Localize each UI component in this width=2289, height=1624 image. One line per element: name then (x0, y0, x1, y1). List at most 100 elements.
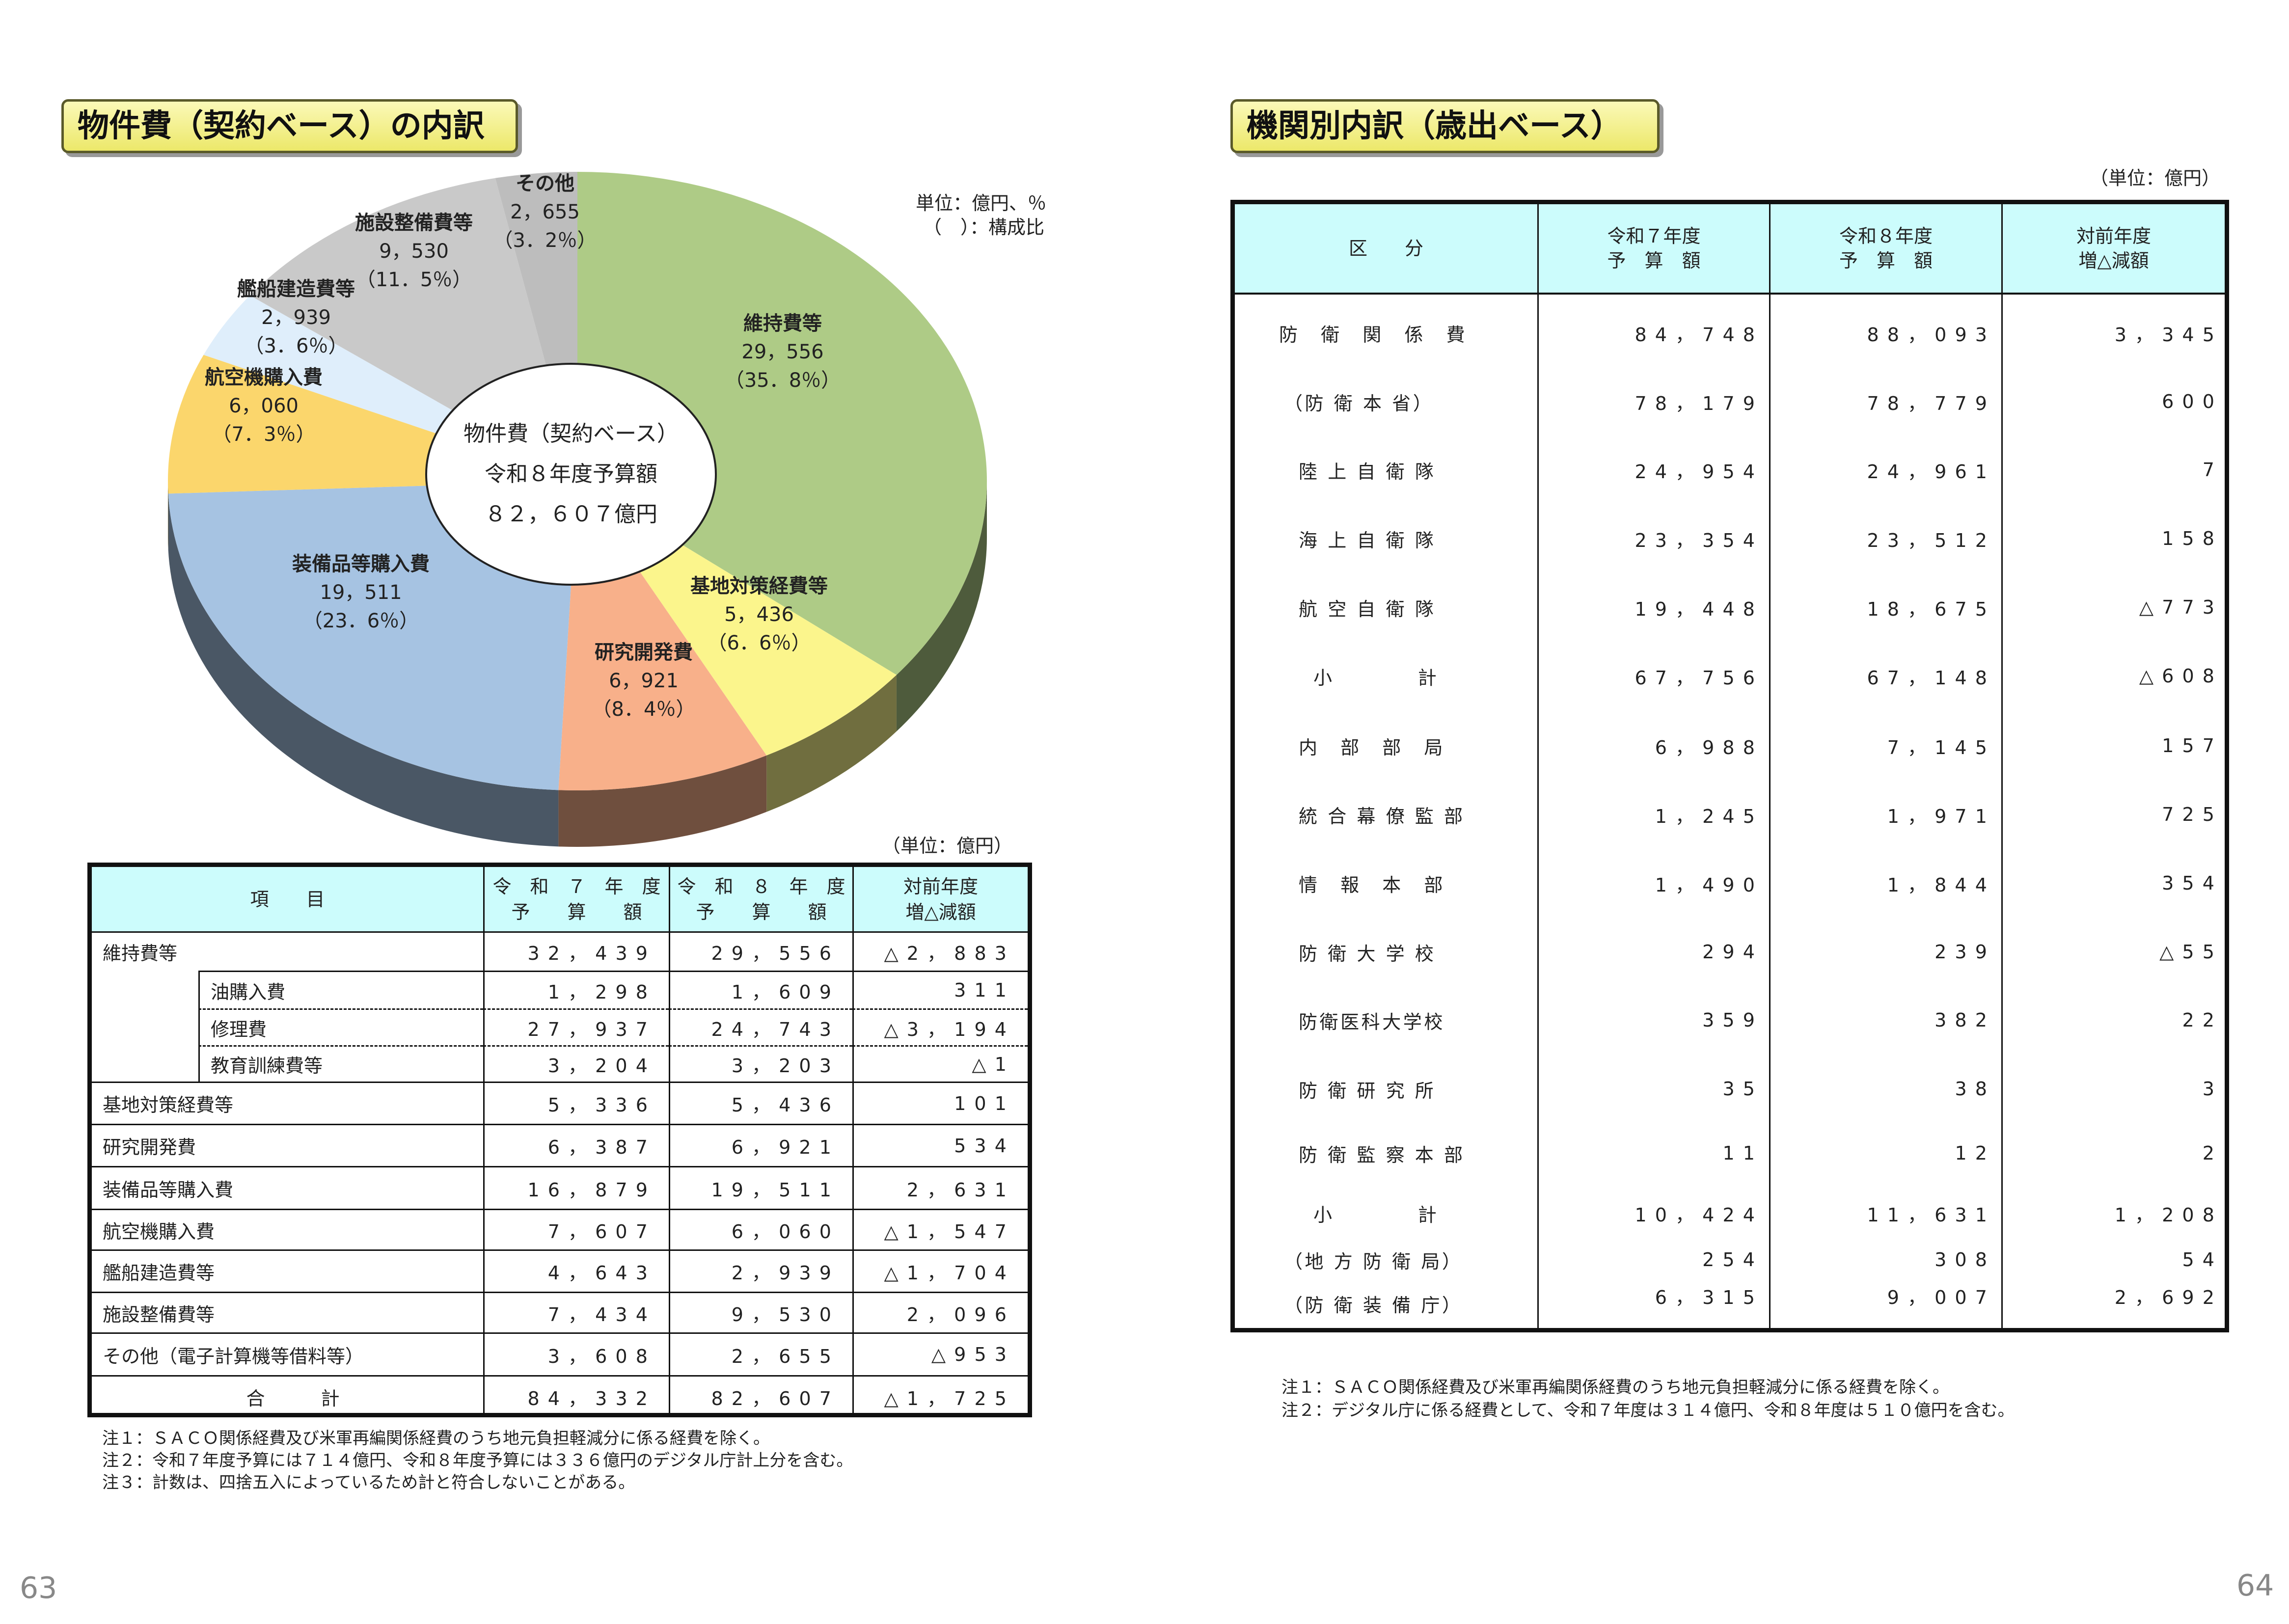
pie-label-value: 2，655 (510, 201, 580, 223)
row-diff: 7 (2202, 459, 2223, 481)
row-v7: 359 (1702, 1009, 1763, 1031)
left-table-unit: （単位：億円） (881, 835, 1012, 857)
right-table-unit: （単位：億円） (2089, 167, 2220, 189)
row-label: その他（電子計算機等借料等） (92, 1332, 483, 1375)
pie-label-percent: （6．6％） (707, 632, 811, 654)
table-row: 小 計 10，424 11，631 1，208 (1235, 1193, 2225, 1233)
header-text: 予 算 額 (696, 901, 827, 923)
row-label: 艦船建造費等 (92, 1249, 483, 1292)
header-text: 対前年度 (903, 875, 978, 897)
row-v8: 12 (1955, 1142, 1995, 1164)
header-text: 対前年度 (2076, 225, 2151, 247)
row-v8: 239 (1935, 941, 1995, 963)
header-text: 令 和 ７ 年 度 (492, 875, 661, 897)
row-v8: 11，631 (1867, 1204, 1995, 1226)
row-v8: 5，436 (669, 1082, 852, 1124)
row-v8: 82，607 (669, 1375, 852, 1417)
pie-label-value: 9，530 (379, 240, 449, 263)
header-r8: 令和８年度予 算 額 (1769, 204, 2001, 293)
column-divider (1769, 295, 1771, 1328)
pie-side-2 (558, 755, 767, 847)
row-v7: 3，608 (483, 1332, 669, 1375)
indent-spacer (92, 971, 198, 1008)
header-text: 令 和 ８ 年 度 (677, 875, 845, 897)
table-row: 海 上 自 衛 隊 23，354 23，512 158 (1235, 519, 2225, 558)
pie-center-line-3: ８２，６０７億円 (485, 502, 657, 527)
table-row: 装備品等購入費 16，879 19，511 2，631 (92, 1166, 1028, 1209)
row-label: 防 衛 関 係 費 (1279, 324, 1468, 346)
row-v7: 1，245 (1655, 805, 1763, 827)
row-diff: △1 (852, 1045, 1028, 1082)
row-v8: 6，060 (669, 1209, 852, 1249)
row-label: 修理費 (198, 1008, 483, 1045)
row-v7: 24，954 (1635, 460, 1763, 483)
row-label: 維持費等 (92, 931, 483, 971)
column-divider (1537, 295, 1539, 1328)
page-number-right: 64 (2236, 1569, 2274, 1603)
pie-label-value: 5，436 (724, 603, 794, 626)
row-label: 統 合 幕 僚 監 部 (1299, 805, 1465, 827)
row-diff: 2，096 (852, 1292, 1028, 1332)
table-row: 防衛医科大学校 359 382 22 (1235, 1001, 2225, 1040)
row-v7: 11 (1722, 1142, 1763, 1164)
row-label: 油購入費 (198, 971, 483, 1008)
row-label: 航 空 自 衛 隊 (1299, 598, 1436, 620)
table-row: 防 衛 大 学 校 294 239 △55 (1235, 932, 2225, 972)
row-v8: 67，148 (1867, 667, 1995, 689)
row-v8: 2，655 (669, 1332, 852, 1375)
row-v8: 7，145 (1887, 736, 1995, 758)
header-text: 区 分 (1348, 238, 1423, 259)
row-label: 防 衛 大 学 校 (1299, 943, 1436, 965)
row-v7: 67，756 (1635, 667, 1763, 689)
row-diff: △608 (2139, 665, 2223, 687)
row-v8: 9，007 (1887, 1286, 1995, 1308)
row-v8: 38 (1955, 1078, 1995, 1100)
pie-label: 維持費等 29，556 （35．8％） (725, 309, 841, 395)
row-label: 陸 上 自 衛 隊 (1299, 460, 1436, 483)
row-diff: 3 (2202, 1078, 2223, 1100)
row-v7: 32，439 (483, 931, 669, 971)
row-v7: 78，179 (1635, 392, 1763, 414)
table-header: 項 目令 和 ７ 年 度予 算 額令 和 ８ 年 度予 算 額対前年度 増△減額 (92, 867, 1028, 931)
note: 注２：令和７年度予算には７１４億円、令和８年度予算には３３６億円のデジタル庁計上… (102, 1451, 853, 1470)
row-v7: 6，387 (483, 1124, 669, 1166)
row-diff: △3，194 (852, 1008, 1028, 1045)
row-v8: 24，961 (1867, 460, 1995, 483)
table-row: 防 衛 研 究 所 35 38 3 (1235, 1069, 2225, 1109)
row-v7: 1，298 (483, 971, 669, 1008)
row-diff: 534 (852, 1124, 1028, 1166)
table-row: 研究開発費 6，387 6，921 534 (92, 1124, 1028, 1166)
row-label: 航空機購入費 (92, 1209, 483, 1249)
pie-label-name: 研究開発費 (595, 641, 693, 664)
pie-label-percent: （35．8％） (724, 369, 841, 392)
row-diff: 600 (2162, 391, 2223, 412)
row-label: 防衛医科大学校 (1299, 1011, 1445, 1033)
table-row: 教育訓練費等 3，204 3，203 △1 (92, 1045, 1028, 1082)
table-row: 油購入費 1，298 1，609 311 (92, 971, 1028, 1008)
pie-label-name: 艦船建造費等 (237, 278, 355, 300)
row-v8: 1，609 (669, 971, 852, 1008)
indent-spacer (92, 1045, 198, 1082)
row-label: 施設整備費等 (92, 1292, 483, 1332)
row-v7: 84，748 (1635, 324, 1763, 346)
pie-label-name: 航空機購入費 (205, 366, 323, 389)
header-text: 予 算 額 (511, 901, 642, 923)
row-diff: 54 (2182, 1249, 2223, 1271)
row-v7: 4，643 (483, 1249, 669, 1292)
table-row: （防 衛 本 省） 78，179 78，779 600 (1235, 382, 2225, 421)
right-section-title: 機関別内訳（歳出ベース） (1230, 99, 1660, 153)
row-label: 装備品等購入費 (92, 1166, 483, 1209)
header-text: 令和７年度 (1607, 225, 1701, 247)
row-diff: 1，208 (2114, 1204, 2223, 1226)
row-diff: 22 (2182, 1009, 2223, 1031)
row-v7: 7，607 (483, 1209, 669, 1249)
right-agency-table: 区 分令和７年度予 算 額令和８年度予 算 額対前年度 増△減額防 衛 関 係 費… (1230, 200, 2229, 1332)
pie-center-hole (425, 363, 717, 586)
pie-label-percent: （8．4％） (592, 698, 696, 721)
row-diff: 157 (2162, 735, 2223, 757)
row-diff: △1，547 (852, 1209, 1028, 1249)
left-section-title: 物件費（契約ベース）の内訳 (61, 99, 518, 153)
row-label: 基地対策経費等 (92, 1082, 483, 1124)
row-v8: 1，844 (1887, 874, 1995, 896)
